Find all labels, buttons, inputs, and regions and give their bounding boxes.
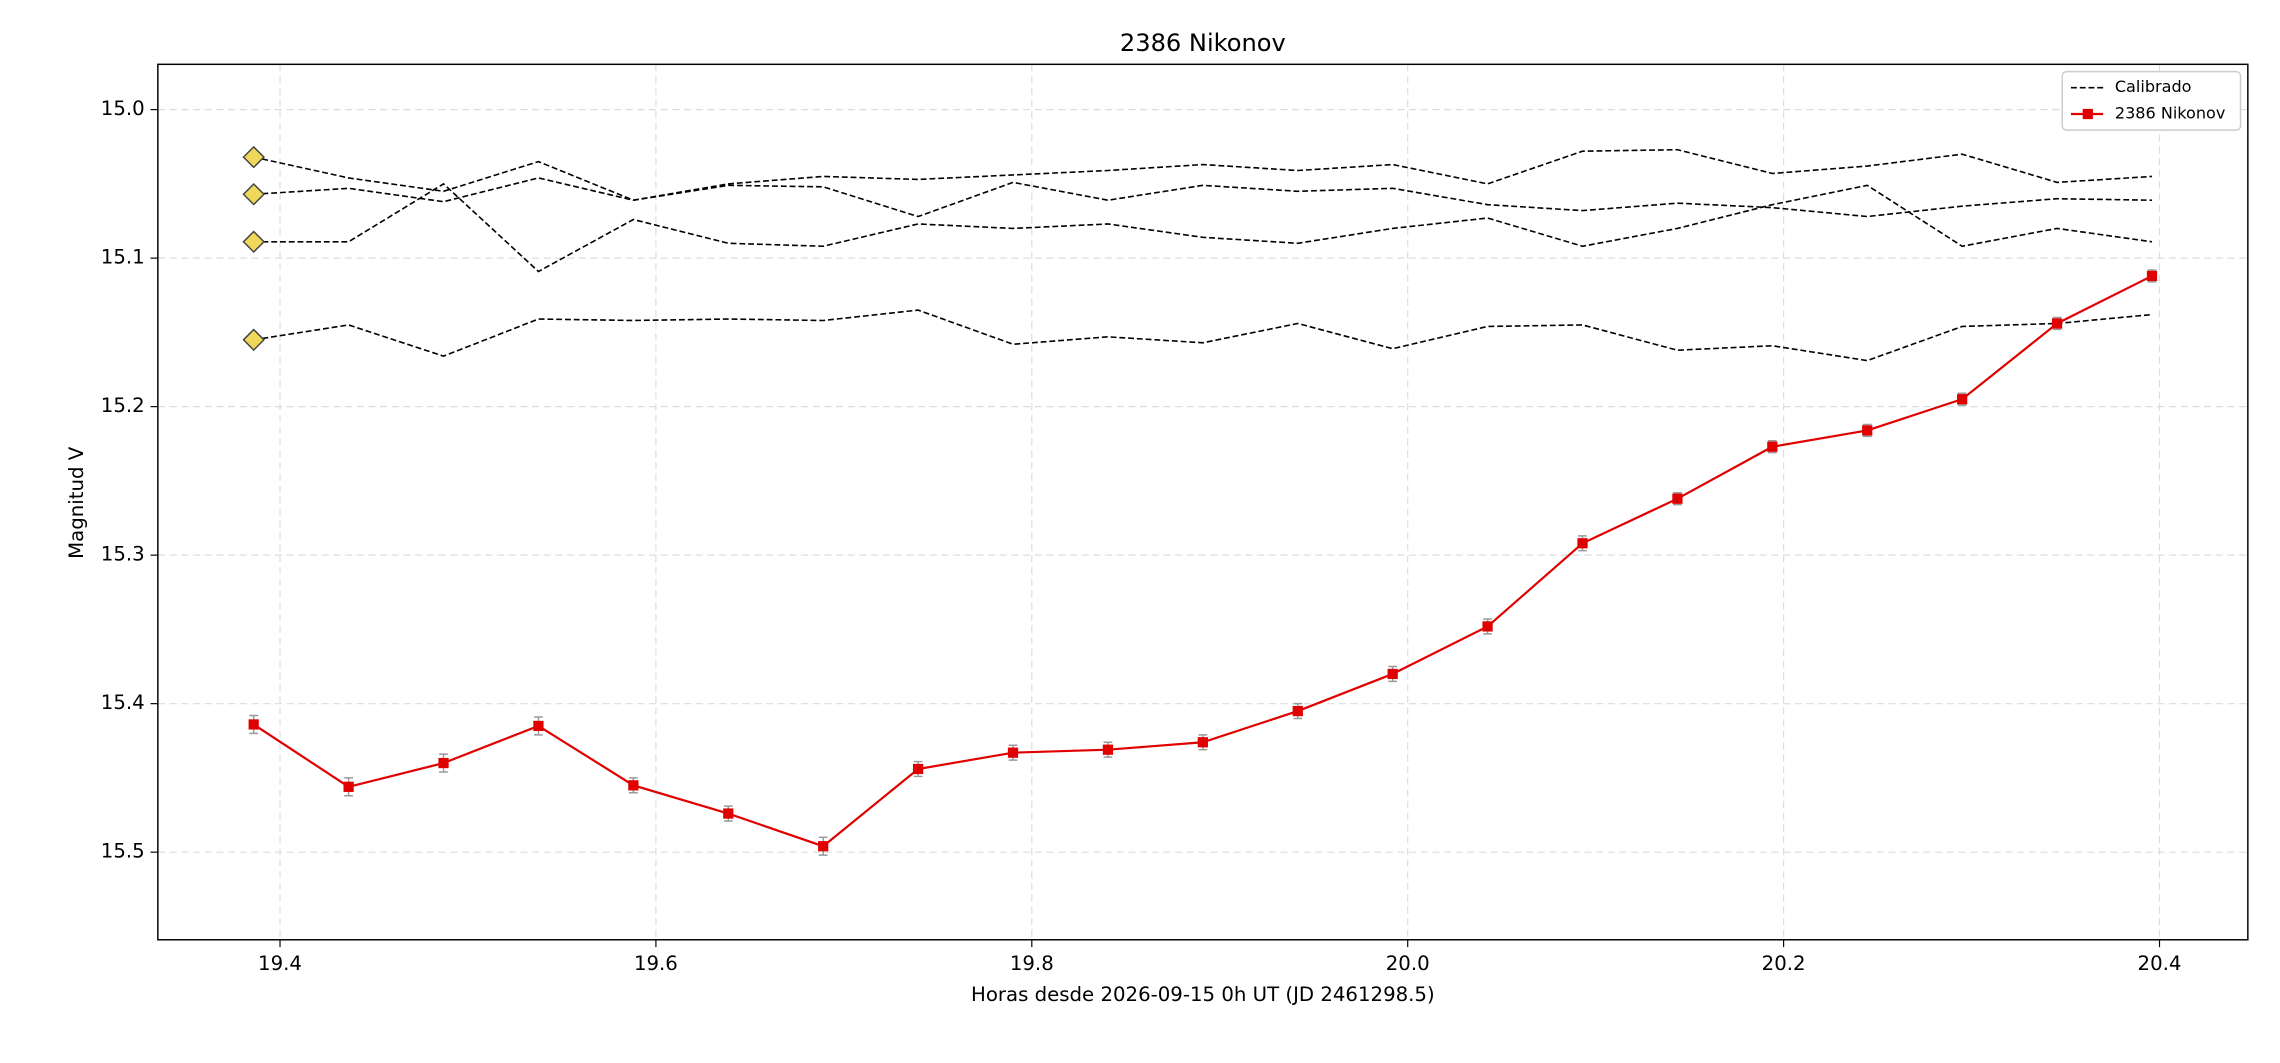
calibrated-line — [253, 177, 2153, 218]
x-tick-label: 20.4 — [2138, 952, 2182, 975]
target-marker — [818, 841, 829, 852]
calibrated-line — [253, 182, 2153, 273]
target-marker — [912, 763, 924, 775]
x-tick-label: 19.8 — [1010, 952, 1054, 975]
target-marker — [1862, 425, 1873, 436]
calibrated-line — [253, 309, 2153, 362]
target-marker — [1292, 705, 1303, 717]
y-tick-label: 15.3 — [101, 543, 145, 566]
target-marker — [723, 808, 734, 819]
x-tick-label: 20.2 — [1762, 952, 1806, 975]
target-marker — [343, 781, 354, 792]
target-marker — [1767, 441, 1778, 452]
chart-title: 2386 Nikonov — [1120, 29, 1286, 57]
y-tick-label: 15.4 — [101, 691, 145, 714]
legend-label: Calibrado — [2115, 77, 2192, 96]
y-axis-label: Magnitud V — [65, 446, 88, 559]
target-marker — [533, 720, 544, 732]
calibrated-line — [253, 148, 2153, 202]
y-tick-label: 15.1 — [101, 246, 145, 269]
target-marker — [1387, 668, 1398, 680]
target-marker — [2146, 270, 2158, 282]
legend-marker — [2082, 108, 2093, 120]
target-marker — [1102, 744, 1114, 755]
calibrated-marker — [242, 183, 265, 206]
target-marker — [1197, 737, 1208, 748]
target-marker — [248, 719, 259, 730]
legend: Calibrado 2386 Nikonov — [2061, 70, 2242, 131]
target-marker — [2051, 318, 2063, 329]
calibrated-marker — [242, 230, 265, 254]
plot-frame — [157, 63, 2249, 941]
target-marker — [628, 780, 639, 791]
plot-area: 19.4 19.6 19.8 20.0 20.2 20.4 15.0 15.1 15.2 15.3… — [101, 63, 2249, 975]
target-marker — [1007, 747, 1019, 758]
target-marker — [1957, 394, 1968, 405]
x-tick-label: 20.0 — [1386, 952, 1430, 975]
y-tick-label: 15.5 — [101, 840, 145, 863]
target-marker — [1577, 538, 1588, 549]
x-axis-label: Horas desde 2026-09-15 0h UT (JD 2461298… — [971, 983, 1435, 1006]
y-tick-label: 15.2 — [101, 394, 145, 417]
target-marker — [438, 757, 449, 769]
calibrated-marker — [242, 328, 265, 352]
target-marker — [1672, 493, 1683, 504]
y-tick-label: 15.0 — [101, 97, 145, 120]
legend-label: 2386 Nikonov — [2115, 104, 2226, 123]
target-marker — [1482, 621, 1493, 632]
legend-box — [2061, 70, 2242, 131]
x-tick-label: 19.4 — [258, 952, 302, 975]
x-tick-label: 19.6 — [634, 952, 678, 975]
calibrated-marker — [242, 145, 265, 169]
